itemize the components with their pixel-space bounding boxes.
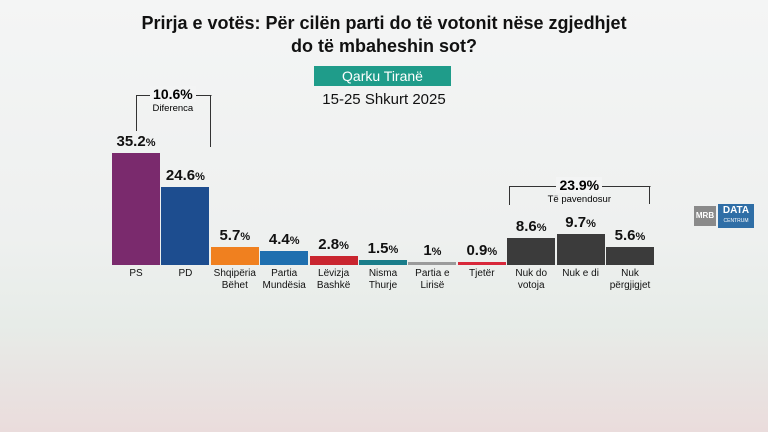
x-tick-label: Lëvizja Bashkë: [316, 268, 351, 291]
x-tick-label: Nuk do votoja: [515, 268, 548, 291]
bar: [556, 234, 605, 265]
x-tick-label: PS: [129, 268, 143, 279]
value-label: 5.7%: [219, 226, 251, 244]
annotation-text: Diferenca: [152, 103, 194, 114]
bracket: [649, 186, 651, 204]
bar: [260, 251, 309, 265]
value-label: 5.6%: [614, 227, 646, 245]
x-tick-label: Partia e Lirisë: [415, 268, 450, 291]
x-tick-label: Nisma Thurje: [368, 268, 398, 291]
logo-mrb: MRB: [694, 206, 716, 226]
value-label: 4.4%: [268, 231, 300, 248]
bar: [309, 256, 358, 265]
bar: [457, 262, 506, 265]
x-tick-label: Nuk përgjigjet: [609, 268, 651, 291]
logo-centrum: CENTRUM: [723, 218, 749, 224]
bar: [408, 261, 457, 265]
bar: [161, 186, 210, 265]
bar: [507, 237, 556, 265]
chart-title: Prirja e votës: Për cilën parti do të vo…: [141, 13, 627, 56]
annotation-value: 23.9%: [556, 177, 603, 193]
value-label: 1.5%: [367, 240, 399, 258]
value-label: 2.8%: [318, 236, 349, 254]
logo: MRB DATA CENTRUM: [694, 204, 754, 228]
bar: [210, 246, 259, 265]
annotation-value: 10.6%: [150, 86, 196, 102]
logo-data: DATA CENTRUM: [718, 204, 754, 228]
subtitle: Qarku Tiranë: [314, 66, 451, 86]
annotation: 23.9% Të pavendosur: [529, 177, 629, 205]
value-label: 24.6%: [165, 166, 205, 184]
date: 15-25 Shkurt 2025: [322, 91, 446, 108]
logo-data-text: DATA: [722, 205, 750, 216]
value-label: 0.9%: [466, 242, 498, 260]
annotation-text: Të pavendosur: [547, 194, 611, 205]
x-tick-label: Partia Mundësia: [262, 268, 306, 291]
value-label: 1%: [423, 241, 442, 259]
x-tick-label: Tjetër: [469, 268, 495, 279]
value-label: 8.6%: [515, 217, 547, 235]
bar: [359, 260, 407, 265]
x-tick-label: PD: [178, 268, 193, 279]
value-label: 9.7%: [565, 214, 596, 232]
value-label: 35.2%: [116, 133, 156, 151]
x-tick-label: Nuk e di: [562, 268, 599, 279]
bar: [606, 247, 654, 265]
bracket: [209, 95, 211, 147]
annotation: 10.6% Diferenca: [123, 86, 223, 114]
x-tick-label: Shqipëria Bëhet: [213, 268, 256, 291]
bar: [112, 153, 160, 265]
